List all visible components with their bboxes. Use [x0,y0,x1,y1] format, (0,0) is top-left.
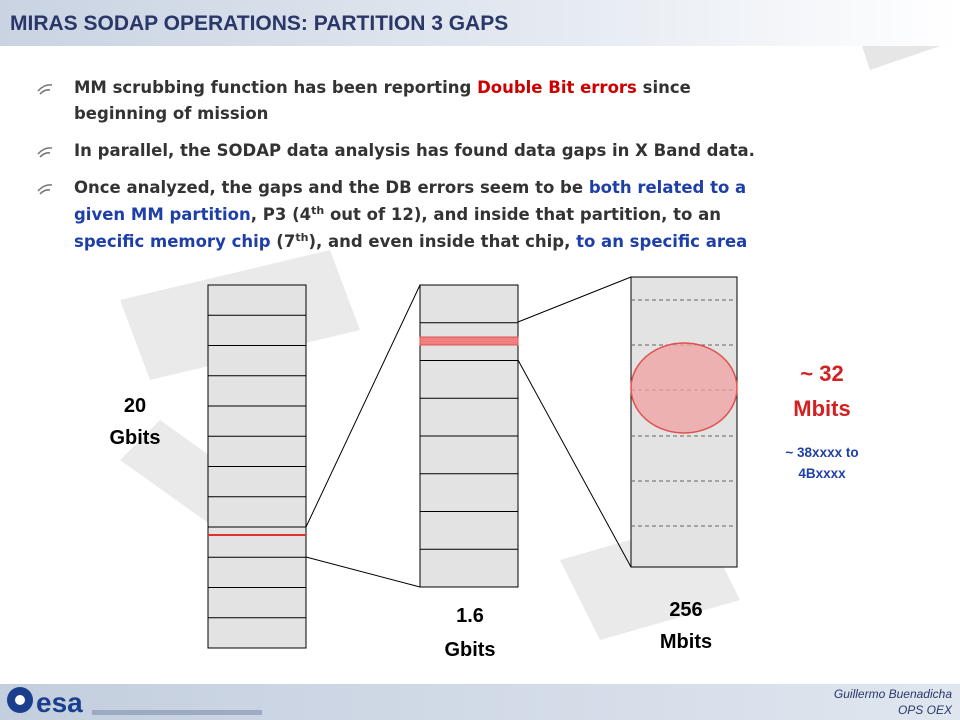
partition-column [419,284,519,588]
chip-size: Mbits [660,631,712,653]
bullet-line: Once analyzed, the gaps and the DB error… [74,178,746,197]
logo-mark [15,695,25,705]
text-run: to an specific area [576,232,747,251]
memory-size: Gbits [109,427,160,449]
zoom-line [517,276,632,323]
footer-author: Guillermo Buenadicha [834,687,952,701]
bullet-icon [37,84,53,95]
text-run: , P3 (4 [251,205,311,224]
bullet-line: specific memory chip (7th), and even ins… [74,231,747,252]
area-size: Mbits [793,396,850,421]
text-run: beginning of mission [74,104,268,123]
flag-strip [92,710,262,715]
memory-size: 20 [124,395,146,417]
text-run: given MM partition [74,205,251,224]
text-run: ), and even inside that chip, [308,232,576,251]
zoom-line [305,556,421,588]
logo-text: esa [36,687,83,718]
text-run: specific memory chip [74,232,271,251]
text-run: th [311,204,324,217]
footer-unit: OPS OEX [898,703,953,717]
bullet-line: beginning of mission [74,104,268,123]
text-run: MM scrubbing function has been reporting [74,78,477,97]
memory-diagram: 20 Gbits 1.6 Gbits 256 Mbits ~ 32 Mbits … [109,276,859,661]
area-size: ~ 32 [800,361,843,386]
chip-size: 256 [669,599,702,621]
zoom-line [305,284,421,528]
bullet-icon [37,147,53,158]
error-area [630,342,738,434]
memory-column [207,284,307,649]
text-run: Double Bit errors [477,78,637,97]
zoom-line [517,359,632,568]
bullet-line: MM scrubbing function has been reporting… [74,78,691,97]
text-run: both related to a [589,178,746,197]
bullet-list: MM scrubbing function has been reporting… [37,78,755,252]
address-range: ~ 38xxxx to [785,445,858,460]
slide-title: MIRAS SODAP OPERATIONS: PARTITION 3 GAPS [10,12,508,35]
bullet-icon [37,184,53,195]
bullet-line: given MM partition, P3 (4th out of 12), … [74,204,721,225]
text-run: In parallel, the SODAP data analysis has… [74,141,755,160]
header-bar [0,0,960,46]
text-run: th [295,231,308,244]
text-run: (7 [271,232,296,251]
text-run: Once analyzed, the gaps and the DB error… [74,178,589,197]
partition-size: 1.6 [456,605,484,627]
error-band [419,336,519,346]
address-range: 4Bxxxx [798,466,846,481]
text-run: out of 12), and inside that partition, t… [324,205,721,224]
partition-size: Gbits [444,639,495,661]
text-run: since [637,78,691,97]
bullet-line: In parallel, the SODAP data analysis has… [74,141,755,160]
